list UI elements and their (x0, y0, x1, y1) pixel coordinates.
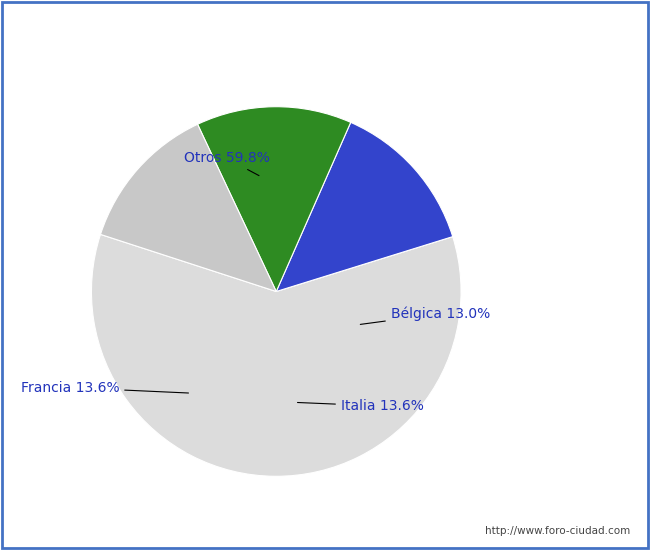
Wedge shape (92, 234, 461, 476)
Wedge shape (101, 124, 276, 292)
Text: http://www.foro-ciudad.com: http://www.foro-ciudad.com (486, 526, 630, 536)
Wedge shape (276, 122, 452, 292)
Text: Italia 13.6%: Italia 13.6% (298, 399, 424, 413)
Text: Otros 59.8%: Otros 59.8% (184, 151, 270, 175)
Text: Mallén - Turistas extranjeros según país - Abril de 2024: Mallén - Turistas extranjeros según país… (87, 20, 563, 36)
Text: Francia 13.6%: Francia 13.6% (21, 381, 189, 394)
Text: Bélgica 13.0%: Bélgica 13.0% (360, 306, 490, 324)
Wedge shape (198, 107, 351, 292)
